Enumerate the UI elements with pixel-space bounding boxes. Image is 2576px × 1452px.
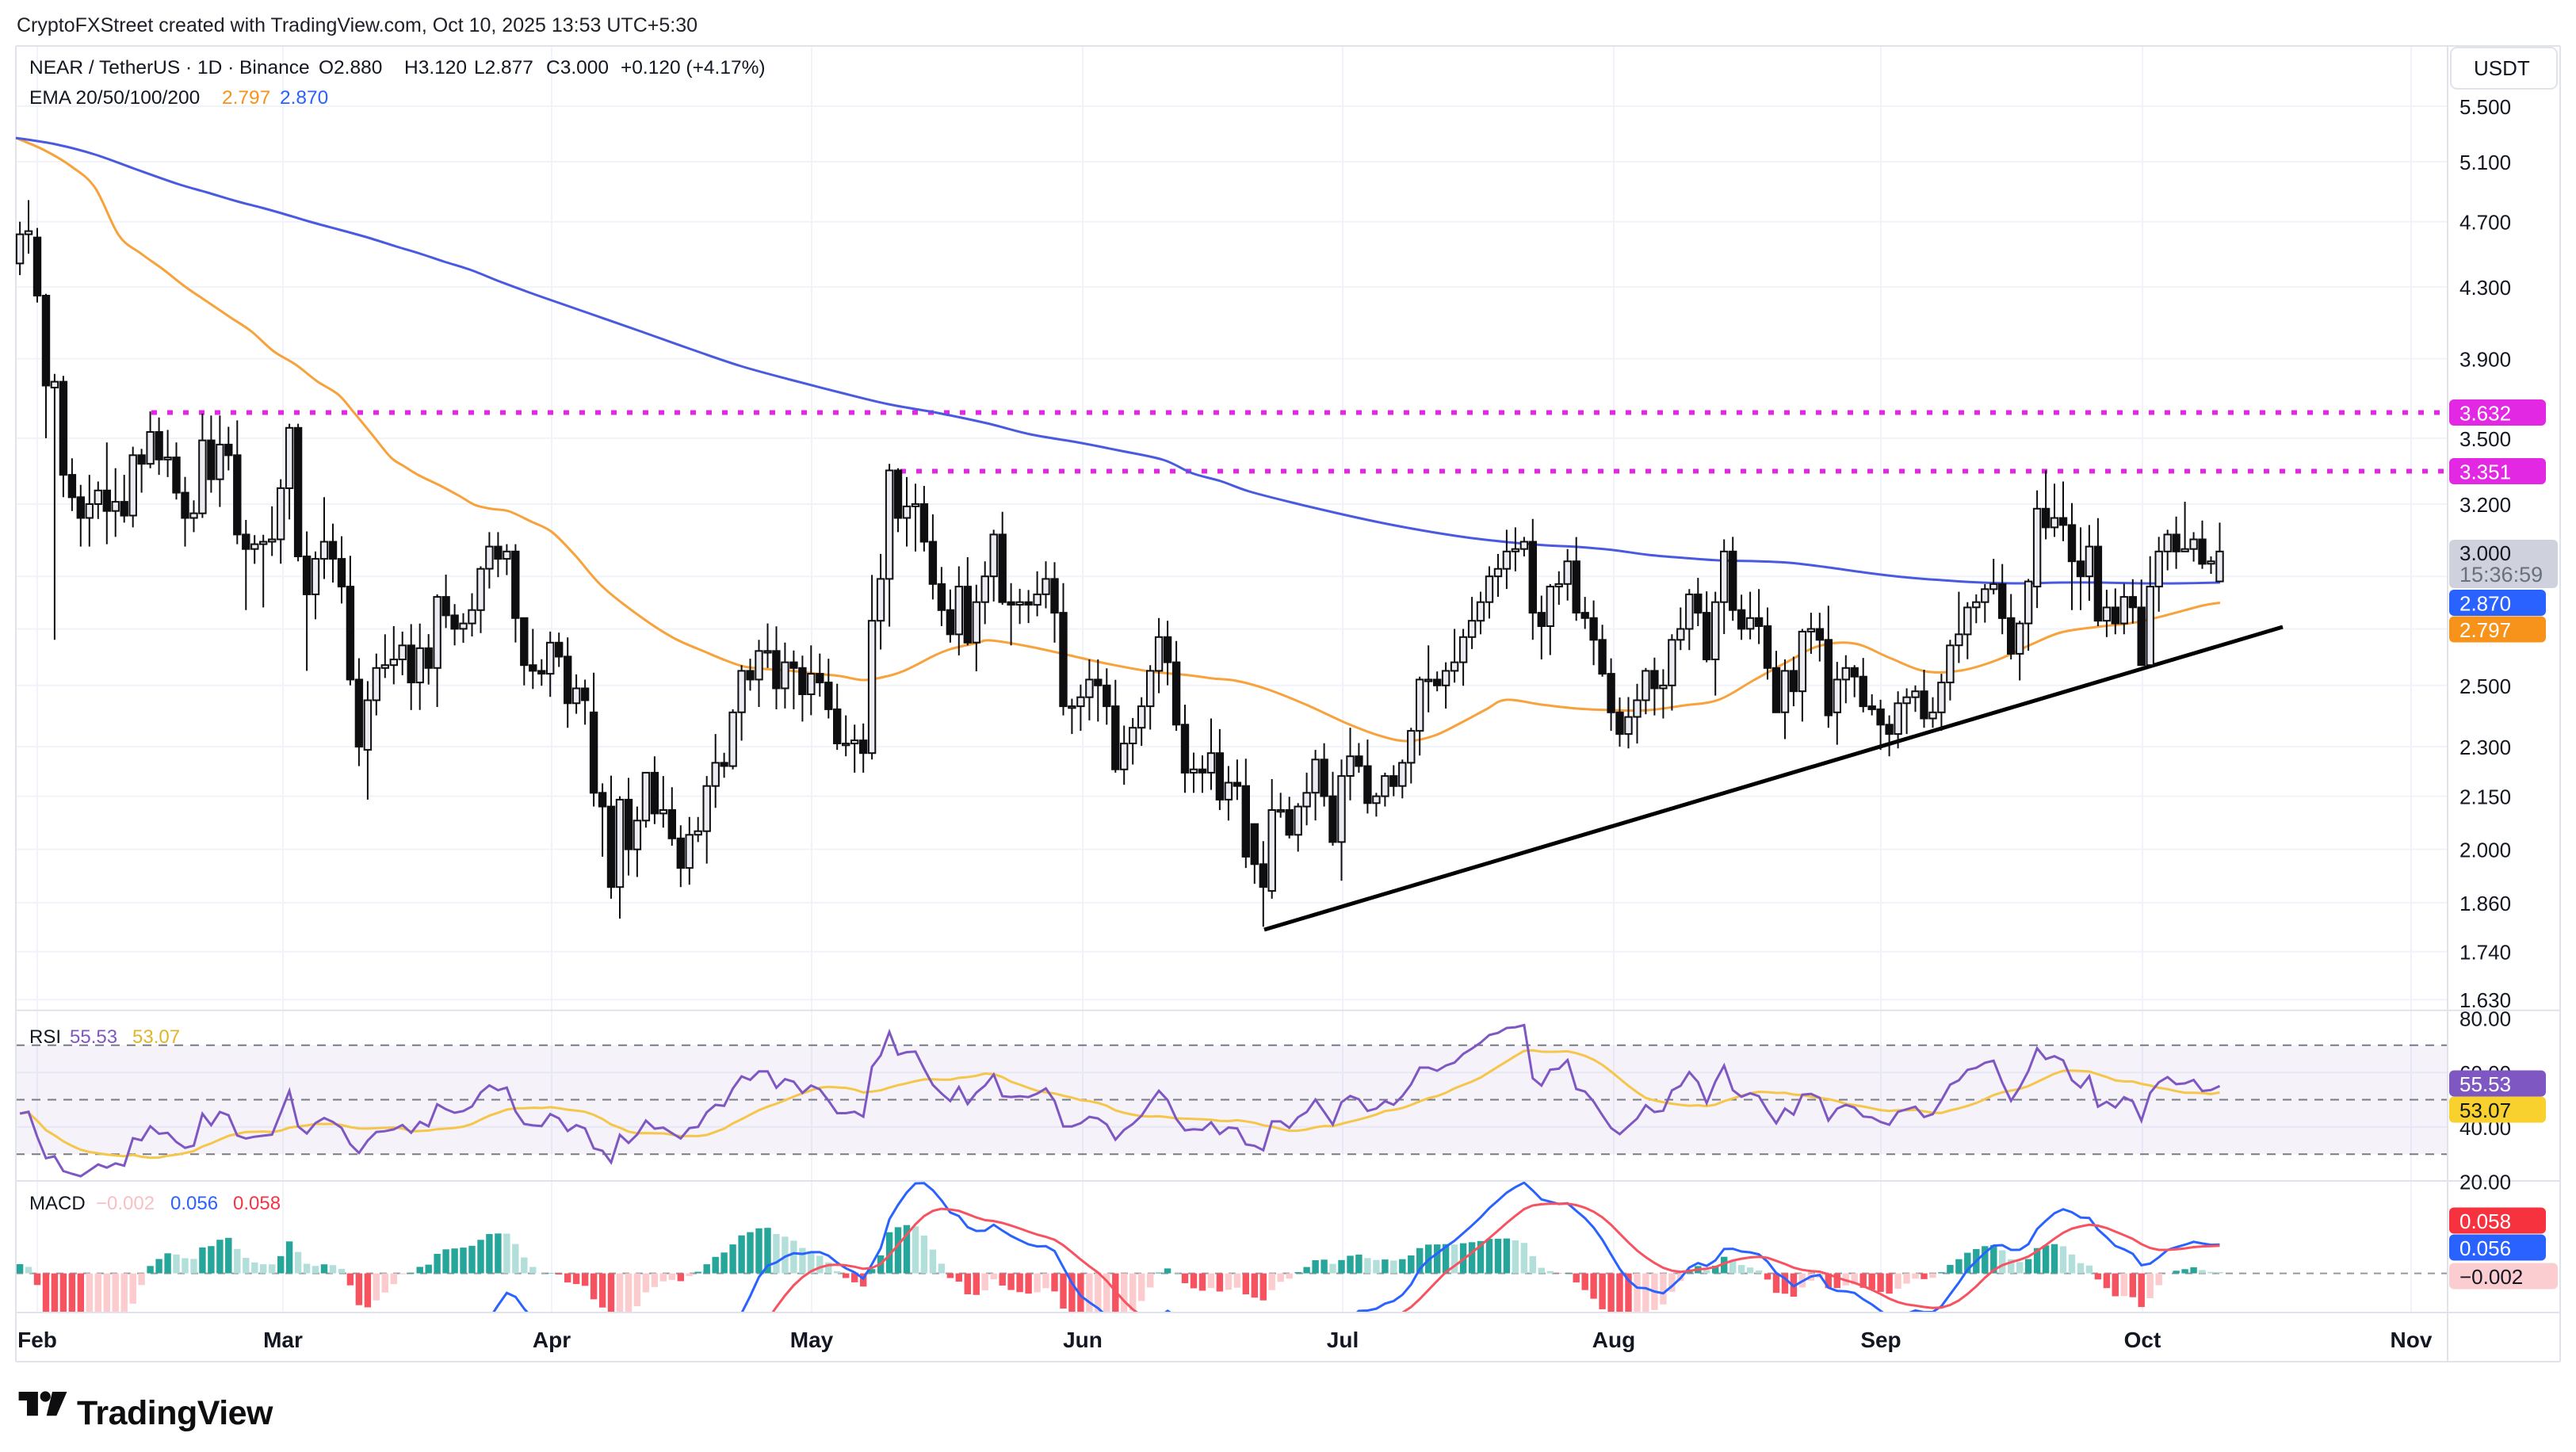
svg-text:Oct: Oct [2124, 1328, 2161, 1352]
svg-text:3.200: 3.200 [2459, 493, 2511, 517]
svg-text:−0.002: −0.002 [2459, 1265, 2523, 1289]
svg-text:2.797: 2.797 [2459, 618, 2511, 642]
svg-text:Mar: Mar [263, 1328, 303, 1352]
svg-text:20.00: 20.00 [2459, 1171, 2511, 1194]
svg-text:3.632: 3.632 [2459, 402, 2511, 426]
svg-text:2.150: 2.150 [2459, 785, 2511, 809]
svg-text:NEAR / TetherUS · 1D · Binance: NEAR / TetherUS · 1D · Binance O2.880 H3.1… [29, 57, 766, 78]
svg-text:4.300: 4.300 [2459, 276, 2511, 300]
svg-text:Apr: Apr [533, 1328, 571, 1352]
svg-text:1.630: 1.630 [2459, 988, 2511, 1012]
svg-text:4.700: 4.700 [2459, 211, 2511, 235]
svg-text:Jun: Jun [1063, 1328, 1103, 1352]
svg-text:0.058: 0.058 [2459, 1209, 2511, 1233]
svg-text:TradingView: TradingView [77, 1394, 273, 1432]
svg-text:53.07: 53.07 [2459, 1099, 2511, 1122]
svg-text:Jul: Jul [1327, 1328, 1359, 1352]
svg-text:3.500: 3.500 [2459, 427, 2511, 451]
svg-text:CryptoFXStreet created with Tr: CryptoFXStreet created with TradingView.… [17, 14, 698, 36]
svg-text:80.00: 80.00 [2459, 1007, 2511, 1030]
svg-text:5.500: 5.500 [2459, 95, 2511, 119]
svg-text:Feb: Feb [17, 1328, 57, 1352]
svg-text:2.300: 2.300 [2459, 736, 2511, 759]
svg-text:2.500: 2.500 [2459, 674, 2511, 698]
svg-text:1.740: 1.740 [2459, 941, 2511, 965]
svg-text:3.900: 3.900 [2459, 348, 2511, 372]
svg-text:15:36:59: 15:36:59 [2459, 563, 2543, 587]
svg-text:55.53: 55.53 [2459, 1072, 2511, 1096]
svg-text:2.000: 2.000 [2459, 839, 2511, 862]
svg-text:Sep: Sep [1860, 1328, 1901, 1352]
svg-text:3.351: 3.351 [2459, 460, 2511, 484]
svg-text:Aug: Aug [1592, 1328, 1635, 1352]
svg-text:1.860: 1.860 [2459, 892, 2511, 915]
svg-text:3.000: 3.000 [2459, 541, 2511, 565]
svg-text:2.870: 2.870 [2459, 592, 2511, 616]
svg-text:0.056: 0.056 [2459, 1236, 2511, 1260]
svg-text:Nov: Nov [2391, 1328, 2433, 1352]
svg-text:5.100: 5.100 [2459, 151, 2511, 174]
svg-text:May: May [790, 1328, 834, 1352]
svg-text:USDT: USDT [2474, 56, 2530, 80]
